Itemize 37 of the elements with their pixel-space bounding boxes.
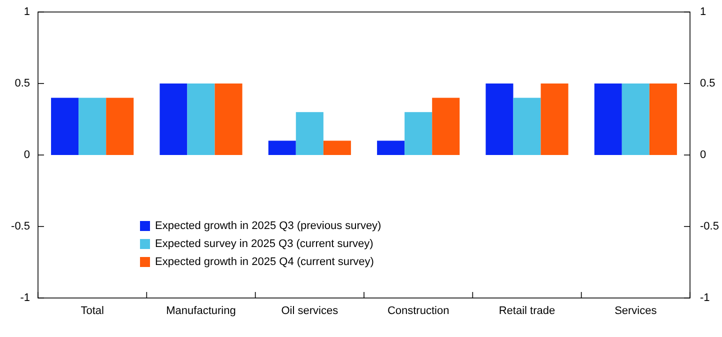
bar — [622, 84, 650, 155]
y2-tick-label: -0.5 — [700, 220, 719, 232]
y-tick-label: 0.5 — [14, 77, 30, 90]
y-tick-label: 1 — [24, 6, 30, 18]
legend-label: Expected growth in 2025 Q4 (current survey) — [155, 256, 374, 268]
y2-tick-label: 0 — [700, 148, 706, 161]
bar — [51, 98, 79, 155]
bar — [649, 84, 677, 155]
bar — [78, 98, 106, 155]
bar — [404, 112, 432, 155]
bar — [160, 84, 188, 155]
x-tick-label: Oil services — [281, 305, 339, 317]
x-tick-label: Construction — [387, 305, 450, 317]
x-tick-label: Manufacturing — [166, 305, 236, 317]
y-tick-label: -0.5 — [11, 220, 30, 232]
y2-tick-label: -1 — [700, 292, 710, 304]
bar — [187, 84, 215, 155]
bar — [268, 140, 296, 155]
x-tick-label: Retail trade — [498, 305, 556, 317]
y-tick-label: 0 — [24, 148, 30, 161]
bar — [486, 84, 514, 155]
x-tick-label: Services — [614, 305, 658, 317]
legend-label: Expected growth in 2025 Q3 (previous survey) — [155, 220, 382, 232]
bar — [594, 84, 622, 155]
legend-label: Expected survey in 2025 Q3 (current survey) — [155, 238, 374, 250]
bar — [377, 140, 405, 155]
bar — [214, 84, 242, 155]
bar — [106, 98, 134, 155]
bar — [296, 112, 324, 155]
y2-tick-label: 1 — [700, 6, 706, 18]
bar — [540, 84, 568, 155]
x-tick-label: Total — [80, 305, 104, 317]
bar — [432, 98, 460, 155]
bar — [513, 98, 541, 155]
y-tick-label: -1 — [20, 292, 30, 304]
bar — [323, 140, 351, 155]
y2-tick-label: 0.5 — [700, 77, 716, 90]
